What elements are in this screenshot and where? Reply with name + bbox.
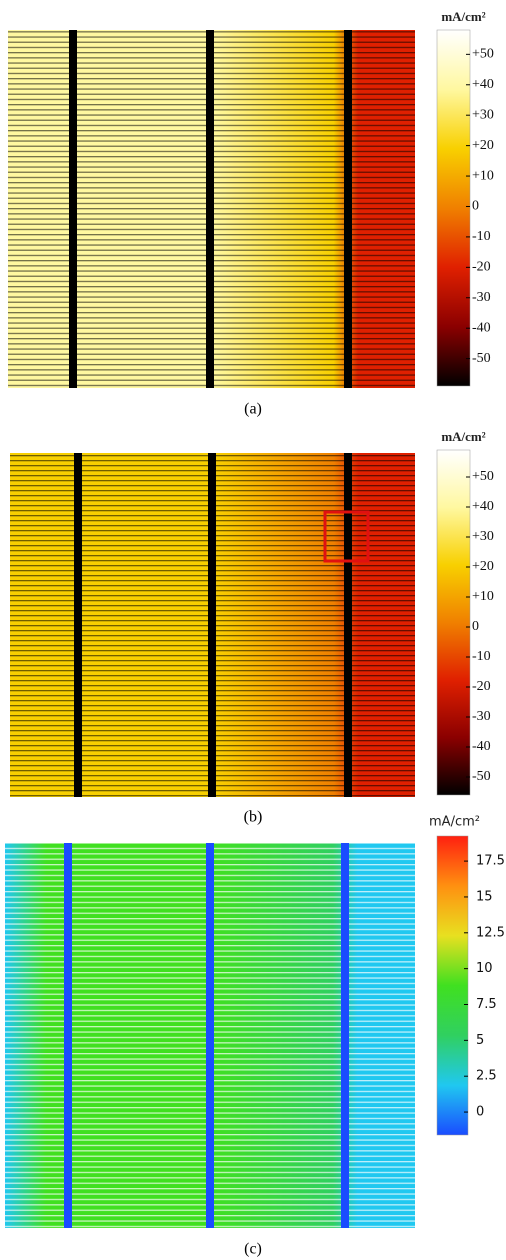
colorbar-tick-label: -20 — [472, 260, 491, 275]
busbar — [206, 843, 214, 1228]
colorbar-tick-label: 15 — [476, 889, 493, 904]
colorbar-tick-label: 10 — [476, 961, 493, 976]
colorbar-tick-label: +30 — [472, 107, 494, 122]
busbar — [341, 843, 349, 1228]
colorbar-tick-label: +40 — [472, 77, 494, 92]
busbar — [344, 30, 352, 388]
colorbar-tick-label: 0 — [472, 619, 479, 634]
colorbar-tick-label: 0 — [472, 199, 479, 214]
colorbar-tick-label: +30 — [472, 529, 494, 544]
busbar — [69, 30, 77, 388]
colorbar-tick-label: +50 — [472, 469, 494, 484]
busbar — [74, 453, 82, 797]
colorbar-tick-label: -20 — [472, 679, 491, 694]
colorbar-tick-label: 0 — [476, 1105, 484, 1120]
colorbar-tick-label: +50 — [472, 47, 494, 62]
colorbar-tick-label: -30 — [472, 290, 491, 305]
panel-caption: (b) — [244, 809, 263, 826]
panel: 17.5 15 12.5 10 7.5 5 2.5 0 mA/cm² (c) — [5, 815, 505, 1258]
colorbar-tick-label: 17.5 — [476, 854, 505, 869]
colorbar-tick-label: -40 — [472, 320, 491, 335]
colorbar-tick-label: 2.5 — [476, 1069, 497, 1084]
panel-caption: (c) — [244, 1241, 262, 1258]
panel: +50 +40 +30 +20 +10 0 -10 -20 -30 -40 -50 mA/cm² (b) — [10, 429, 494, 826]
panel: +50 +40 +30 +20 +10 0 -10 -20 -30 -40 -50 mA/cm² (a) — [8, 9, 494, 418]
colorbar-unit: mA/cm² — [441, 429, 485, 444]
colorbar-tick-label: 7.5 — [476, 997, 497, 1012]
panel-caption: (a) — [244, 401, 262, 418]
highlight-box — [323, 510, 370, 563]
busbar — [206, 30, 214, 388]
colorbar-tick-label: +10 — [472, 589, 494, 604]
colorbar — [436, 449, 471, 796]
colorbar-tick-label: -40 — [472, 739, 491, 754]
busbar — [344, 453, 352, 797]
colorbar-unit: mA/cm² — [441, 9, 485, 24]
colorbar-tick-label: -10 — [472, 649, 491, 664]
colorbar-tick-label: -50 — [472, 769, 491, 784]
colorbar-tick-label: -50 — [472, 351, 491, 366]
colorbar-tick-label: -10 — [472, 229, 491, 244]
colorbar-tick-label: +20 — [472, 138, 494, 153]
colorbar-tick-label: 5 — [476, 1033, 484, 1048]
colorbar-unit: mA/cm² — [429, 815, 480, 830]
colorbar — [436, 835, 469, 1136]
colorbar-tick-label: -30 — [472, 709, 491, 724]
colorbar-tick-label: +20 — [472, 559, 494, 574]
colorbar-tick-label: +10 — [472, 168, 494, 183]
colorbar — [436, 29, 471, 387]
busbar — [208, 453, 216, 797]
colorbar-tick-label: 12.5 — [476, 925, 505, 940]
busbar — [64, 843, 72, 1228]
colorbar-tick-label: +40 — [472, 499, 494, 514]
